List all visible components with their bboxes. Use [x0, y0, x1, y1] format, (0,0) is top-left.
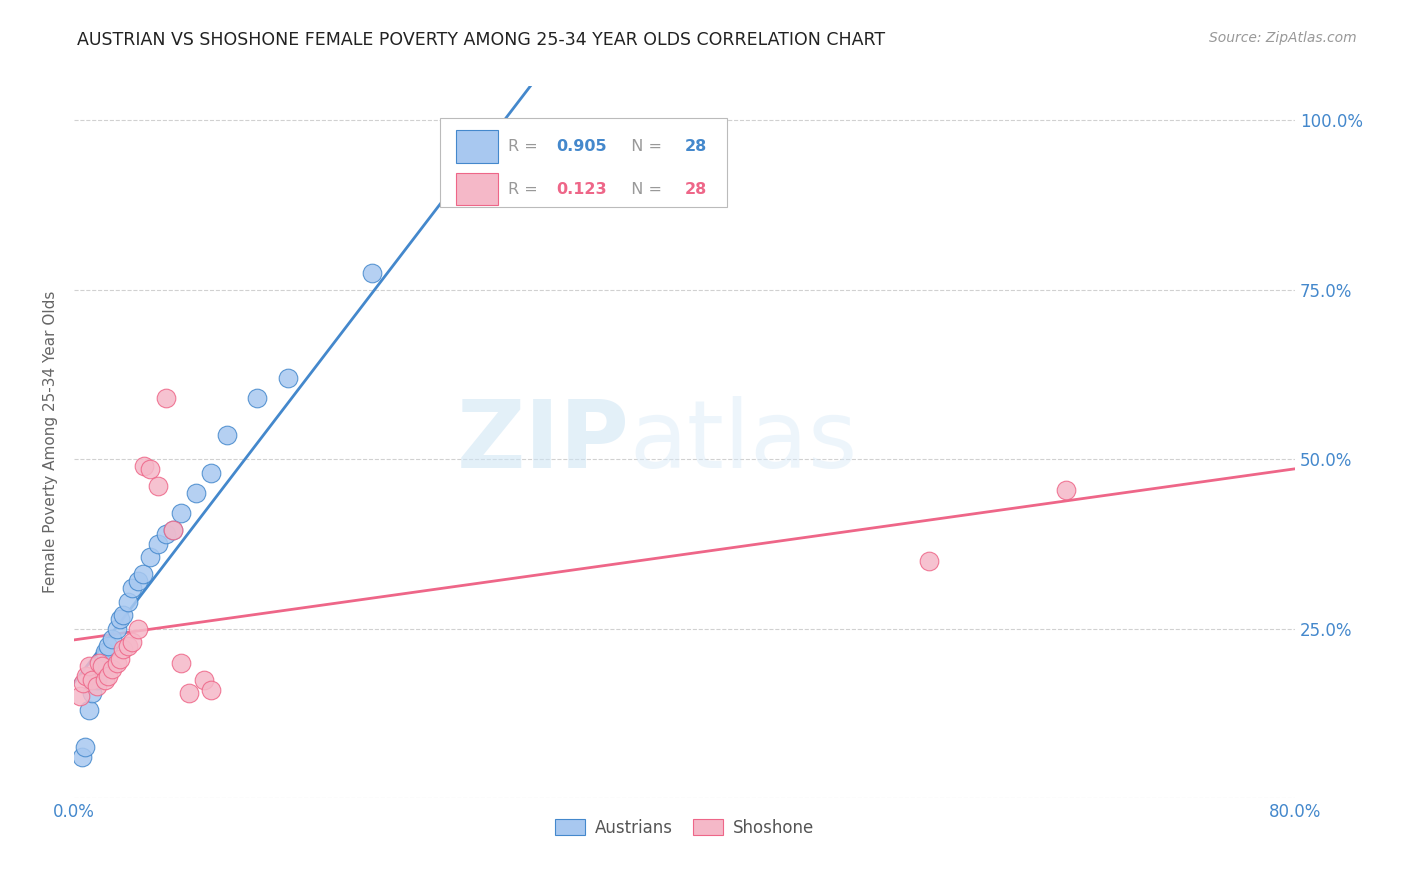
Point — [111, 608, 134, 623]
Point — [93, 673, 115, 687]
Text: 28: 28 — [685, 182, 707, 196]
Point — [86, 679, 108, 693]
Text: N =: N = — [621, 182, 668, 196]
Point — [139, 462, 162, 476]
Point — [108, 611, 131, 625]
Point — [551, 134, 574, 148]
Point — [200, 682, 222, 697]
Point — [87, 656, 110, 670]
Point — [127, 622, 149, 636]
Point — [146, 537, 169, 551]
Point — [170, 507, 193, 521]
Point — [177, 686, 200, 700]
Point — [69, 690, 91, 704]
Text: 0.123: 0.123 — [557, 182, 607, 196]
Point — [79, 703, 101, 717]
Point — [101, 632, 124, 646]
Point — [215, 428, 238, 442]
Point — [90, 656, 112, 670]
Text: ZIP: ZIP — [457, 396, 630, 488]
Point — [132, 567, 155, 582]
Point — [73, 740, 96, 755]
Text: 0.905: 0.905 — [557, 139, 607, 154]
Point — [193, 673, 215, 687]
Point — [75, 669, 97, 683]
FancyBboxPatch shape — [456, 173, 498, 205]
Point — [97, 669, 120, 683]
Text: N =: N = — [621, 139, 668, 154]
Point — [108, 652, 131, 666]
Point — [97, 639, 120, 653]
Point — [162, 524, 184, 538]
Text: 28: 28 — [685, 139, 707, 154]
Point — [82, 686, 104, 700]
Point — [105, 656, 128, 670]
Point — [186, 486, 208, 500]
Point — [101, 662, 124, 676]
Point — [162, 524, 184, 538]
FancyBboxPatch shape — [456, 130, 498, 163]
Point — [117, 639, 139, 653]
Point — [111, 642, 134, 657]
Point — [93, 645, 115, 659]
Point — [155, 391, 177, 405]
Text: atlas: atlas — [630, 396, 858, 488]
Point — [70, 750, 93, 764]
FancyBboxPatch shape — [440, 119, 727, 207]
Point — [79, 659, 101, 673]
Point — [360, 266, 382, 280]
Point — [117, 594, 139, 608]
Point — [139, 550, 162, 565]
Point — [90, 659, 112, 673]
Text: AUSTRIAN VS SHOSHONE FEMALE POVERTY AMONG 25-34 YEAR OLDS CORRELATION CHART: AUSTRIAN VS SHOSHONE FEMALE POVERTY AMON… — [77, 31, 886, 49]
Point — [82, 673, 104, 687]
Point — [918, 554, 941, 568]
Point — [200, 466, 222, 480]
Point — [134, 458, 156, 473]
Point — [127, 574, 149, 589]
Legend: Austrians, Shoshone: Austrians, Shoshone — [548, 812, 821, 843]
Point — [105, 622, 128, 636]
Point — [86, 673, 108, 687]
Point — [246, 391, 269, 405]
Point — [121, 635, 143, 649]
Text: Source: ZipAtlas.com: Source: ZipAtlas.com — [1209, 31, 1357, 45]
Point — [1054, 483, 1077, 497]
Point — [155, 526, 177, 541]
Point — [72, 676, 94, 690]
Point — [146, 479, 169, 493]
Text: R =: R = — [508, 182, 543, 196]
Y-axis label: Female Poverty Among 25-34 Year Olds: Female Poverty Among 25-34 Year Olds — [44, 291, 58, 593]
Text: R =: R = — [508, 139, 543, 154]
Point — [121, 581, 143, 595]
Point — [170, 656, 193, 670]
Point — [277, 371, 299, 385]
